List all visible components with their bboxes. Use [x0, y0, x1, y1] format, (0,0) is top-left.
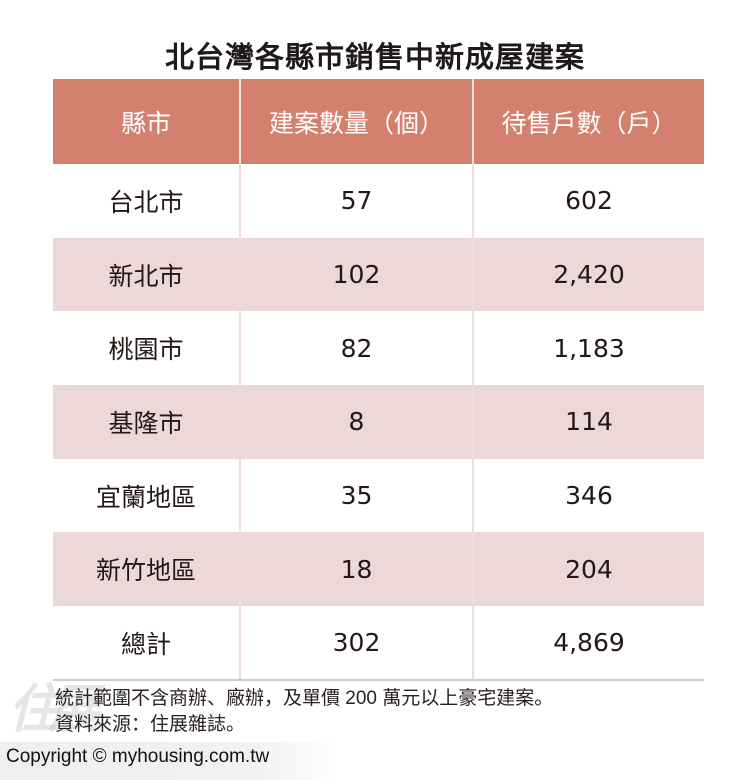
- cell-projects: 302: [239, 606, 472, 680]
- cell-region: 桃園市: [108, 335, 184, 365]
- cell-projects: 35: [239, 458, 472, 533]
- watermark-logo: 住展: [8, 679, 100, 740]
- cell-projects: 8: [239, 385, 472, 459]
- header-region: 縣市: [120, 108, 171, 138]
- footnote-source: 資料來源：住展雜誌。: [55, 714, 246, 735]
- cell-projects: 102: [239, 237, 472, 312]
- table-bottom-rule: [53, 679, 704, 681]
- cell-region: 總計: [120, 629, 171, 659]
- cell-projects: 57: [239, 164, 472, 238]
- cell-projects: 82: [239, 311, 472, 386]
- cell-units: 4,869: [472, 606, 704, 680]
- cell-region: 台北市: [108, 187, 184, 217]
- table-row: 新竹地區 18 204: [53, 532, 704, 607]
- footnote: 統計範圍不含商辦、廠辦，及單價 200 萬元以上豪宅建案。 資料來源：住展雜誌。: [55, 686, 553, 738]
- table-header-row: 縣市 建案數量（個） 待售戶數（戶）: [53, 79, 704, 164]
- copyright-text: Copyright © myhousing.com.tw: [6, 746, 270, 767]
- header-units: 待售戶數（戶）: [472, 79, 704, 164]
- footnote-scope: 統計範圍不含商辦、廠辦，及單價 200 萬元以上豪宅建案。: [55, 688, 554, 709]
- table-row: 桃園市 82 1,183: [53, 311, 704, 386]
- cell-region: 新竹地區: [95, 556, 196, 586]
- cell-units: 602: [472, 164, 704, 238]
- cell-region: 宜蘭地區: [95, 482, 196, 512]
- table-row: 台北市 57 602: [53, 164, 704, 238]
- sales-table: 縣市 建案數量（個） 待售戶數（戶） 台北市 57 602 新北市 102 2,…: [53, 79, 704, 680]
- cell-region: 基隆市: [108, 408, 184, 438]
- table-row: 宜蘭地區 35 346: [53, 458, 704, 533]
- cell-units: 114: [472, 385, 704, 459]
- table-row: 基隆市 8 114: [53, 385, 704, 459]
- header-projects: 建案數量（個）: [239, 79, 472, 164]
- cell-units: 1,183: [472, 311, 704, 386]
- cell-projects: 18: [239, 532, 472, 607]
- copyright-background: [0, 742, 340, 780]
- table-total-row: 總計 302 4,869: [53, 606, 704, 680]
- cell-units: 346: [472, 458, 704, 533]
- cell-units: 204: [472, 532, 704, 607]
- cell-region: 新北市: [108, 261, 184, 291]
- cell-units: 2,420: [472, 237, 704, 312]
- table-title: 北台灣各縣市銷售中新成屋建案: [164, 40, 585, 74]
- table-row: 新北市 102 2,420: [53, 237, 704, 312]
